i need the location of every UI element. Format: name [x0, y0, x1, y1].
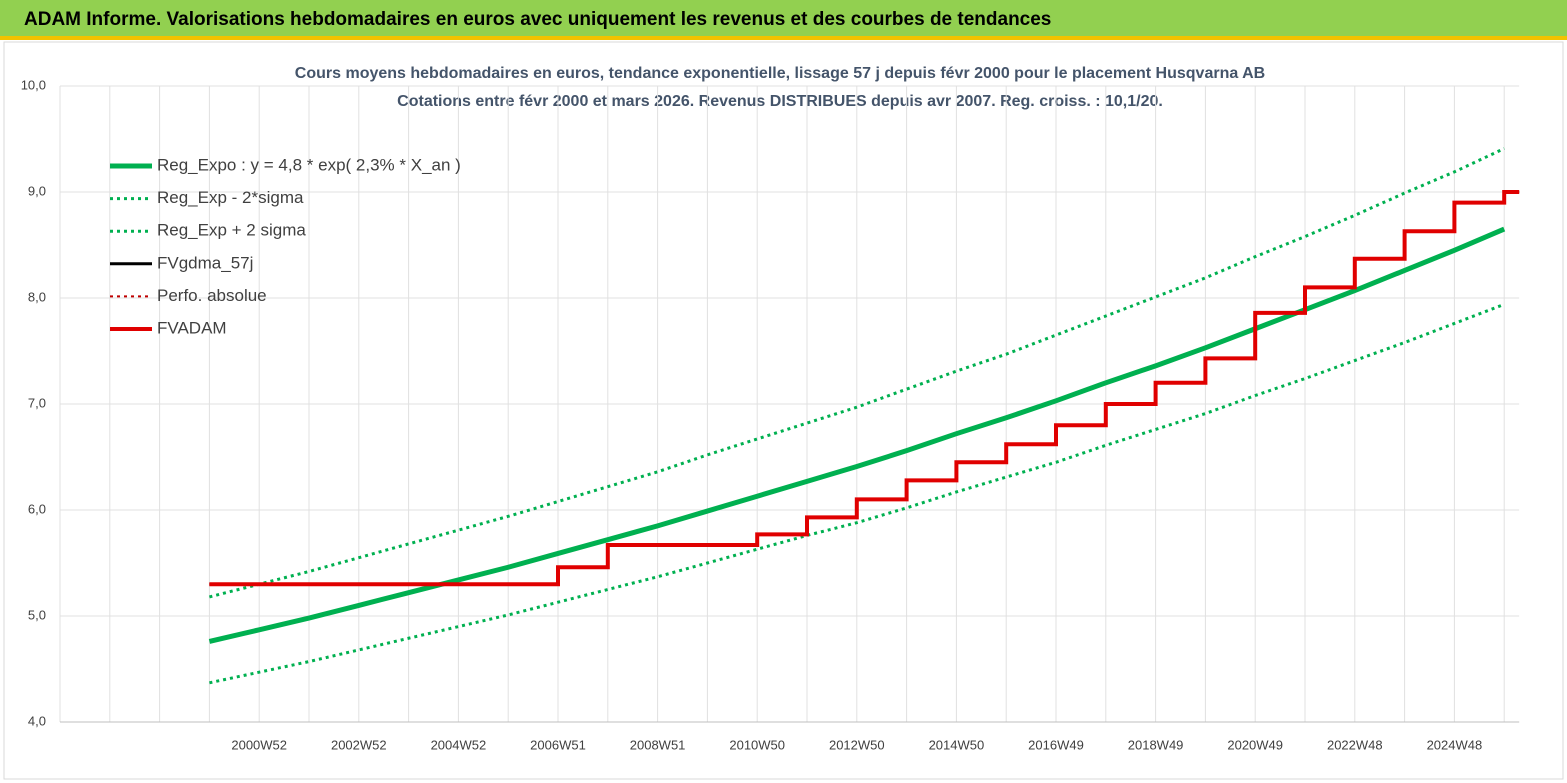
y-tick-label: 6,0	[28, 501, 46, 516]
y-tick-label: 4,0	[28, 713, 46, 728]
chart-subtitle: Cotations entre févr 2000 et mars 2026. …	[397, 93, 1163, 110]
legend-label: FVgdma_57j	[157, 253, 253, 272]
title-bg	[245, 60, 1315, 116]
y-tick-label: 8,0	[28, 289, 46, 304]
header-strip	[0, 36, 1567, 40]
legend-label: Reg_Exp + 2 sigma	[157, 221, 306, 240]
x-tick-label: 2010W50	[729, 737, 785, 752]
legend-label: Reg_Exp - 2*sigma	[157, 188, 304, 207]
legend-label: Reg_Expo : y = 4,8 * exp( 2,3% * X_an )	[157, 155, 461, 174]
x-tick-label: 2018W49	[1128, 737, 1184, 752]
x-tick-label: 2008W51	[630, 737, 686, 752]
x-tick-label: 2014W50	[929, 737, 985, 752]
header-title: ADAM Informe. Valorisations hebdomadaire…	[24, 9, 1051, 30]
y-tick-label: 7,0	[28, 395, 46, 410]
x-tick-label: 2002W52	[331, 737, 387, 752]
series-line	[208, 226, 1506, 644]
y-tick-label: 9,0	[28, 183, 46, 198]
legend-label: FVADAM	[157, 318, 227, 337]
x-tick-label: 2000W52	[231, 737, 287, 752]
header-bar	[0, 0, 1567, 38]
x-tick-label: 2016W49	[1028, 737, 1084, 752]
x-tick-label: 2006W51	[530, 737, 586, 752]
series-line	[209, 147, 1505, 599]
x-tick-label: 2012W50	[829, 737, 885, 752]
chart-frame	[3, 41, 1564, 780]
x-tick-label: 2020W49	[1227, 737, 1283, 752]
y-tick-label: 10,0	[21, 77, 46, 92]
chart-title: Cours moyens hebdomadaires en euros, ten…	[295, 65, 1265, 82]
legend-label: Perfo. absolue	[157, 286, 267, 305]
x-tick-label: 2022W48	[1327, 737, 1383, 752]
plot: 4,0 5,0 6,0 7,0 8,0 9,0 10,0 2000W52 2002W52 2004…	[21, 77, 1520, 752]
series-line	[209, 190, 1520, 587]
x-tick-label: 2004W52	[431, 737, 487, 752]
y-tick-label: 5,0	[28, 607, 46, 622]
x-tick-label: 2024W48	[1427, 737, 1483, 752]
series-line	[209, 302, 1505, 685]
